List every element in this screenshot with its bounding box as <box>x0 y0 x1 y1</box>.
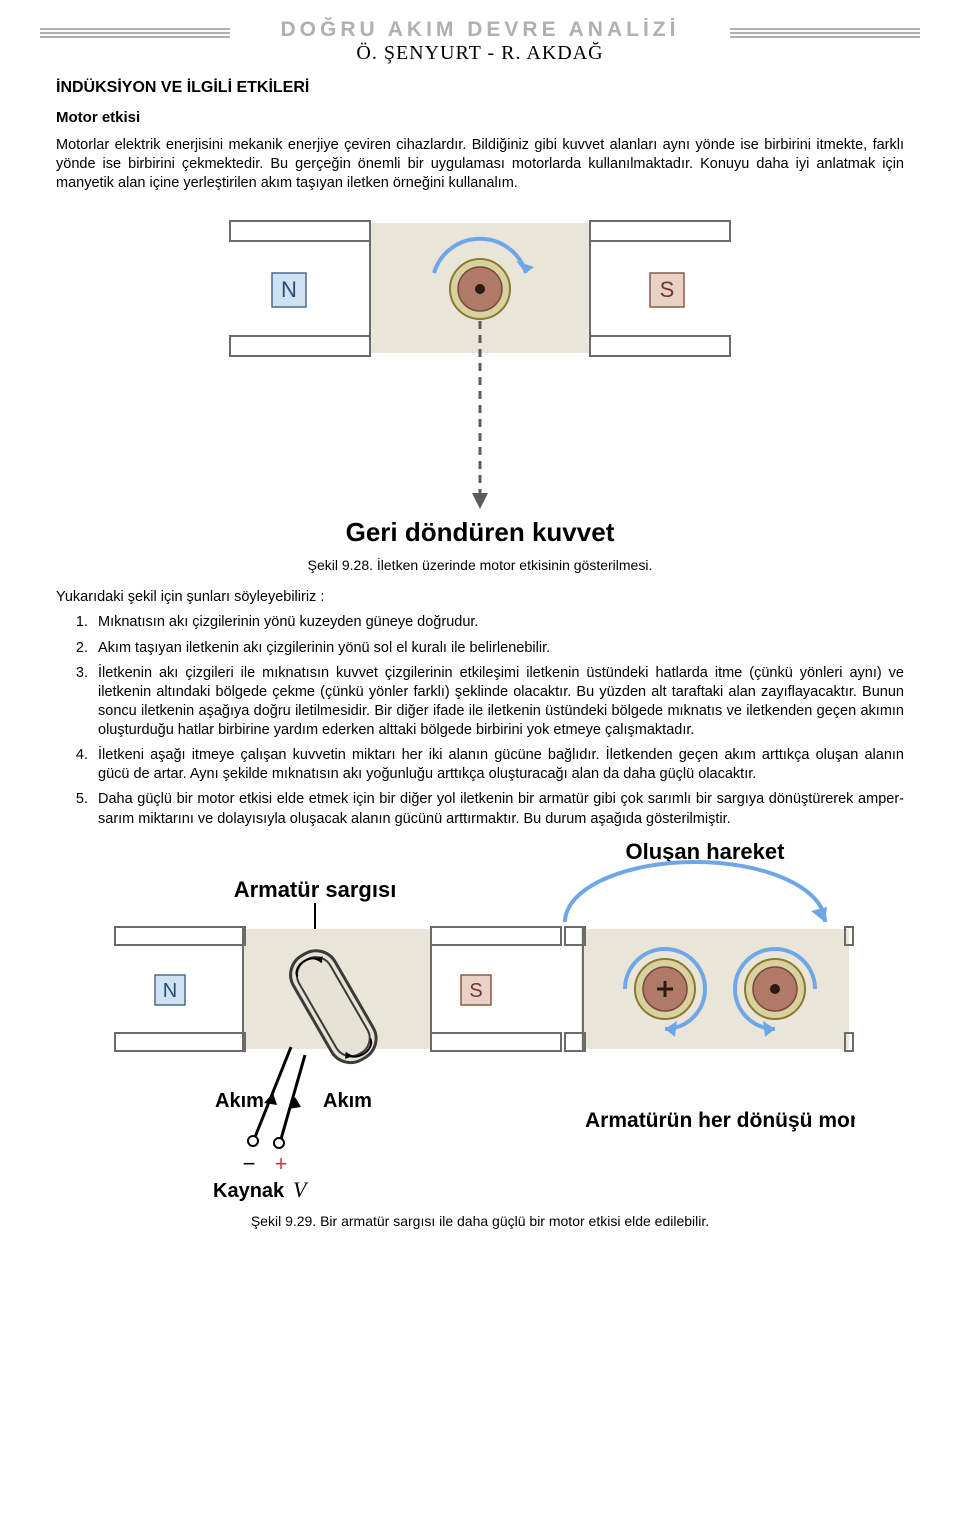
figure-2-caption: Şekil 9.29. Bir armatür sargısı ile daha… <box>56 1213 904 1229</box>
intro-paragraph: Motorlar elektrik enerjisini mekanik ene… <box>56 136 904 193</box>
figure-2-caption-prefix: Şekil 9.29. <box>251 1213 320 1229</box>
list-item: Mıknatısın akı çizgilerinin yönü kuzeyde… <box>92 613 904 632</box>
voltage-symbol: V <box>293 1177 309 1202</box>
figure-2: Oluşan hareket Armatür sargısı N <box>56 837 904 1207</box>
moment-text: Armatürün her dönüşü momenti artırır. <box>585 1109 855 1132</box>
s-pole-label-2: S <box>469 980 482 1002</box>
section-title: İNDÜKSİYON VE İLGİLİ ETKİLERİ <box>56 79 904 97</box>
plus-icon: + <box>275 1151 288 1176</box>
source-label: Kaynak <box>213 1180 285 1202</box>
figure-2-caption-text: Bir armatür sargısı ile daha güçlü bir m… <box>320 1213 709 1229</box>
conductor-icon <box>450 259 510 319</box>
numbered-list: Mıknatısın akı çizgilerinin yönü kuzeyde… <box>56 613 904 828</box>
header-authors: Ö. ŞENYURT - R. AKDAĞ <box>56 42 904 65</box>
list-item: İletkeni aşağı itmeye çalışan kuvvetin m… <box>92 746 904 784</box>
force-label: Geri döndüren kuvvet <box>346 517 615 547</box>
n-pole-label: N <box>281 277 297 302</box>
figure-1: N S <box>56 201 904 551</box>
figure-1-caption-prefix: Şekil 9.28. <box>308 557 377 573</box>
figure-1-caption-text: İletken üzerinde motor etkisinin gösteri… <box>377 557 652 573</box>
figure-2-svg: Oluşan hareket Armatür sargısı N <box>105 837 855 1207</box>
list-item: İletkenin akı çizgileri ile mıknatısın k… <box>92 664 904 741</box>
motion-arc-icon <box>565 862 827 922</box>
s-pole-label: S <box>660 277 675 302</box>
armature-label: Armatür sargısı <box>234 877 397 902</box>
current-label-left: Akım <box>215 1090 264 1112</box>
list-item: Daha güçlü bir motor etkisi elde etmek i… <box>92 790 904 828</box>
subsection-title: Motor etkisi <box>56 109 904 126</box>
figure-1-caption: Şekil 9.28. İletken üzerinde motor etkis… <box>56 557 904 573</box>
n-pole-label-2: N <box>163 980 177 1002</box>
page: DOĞRU AKIM DEVRE ANALİZİ Ö. ŞENYURT - R.… <box>0 0 960 1518</box>
list-lead: Yukarıdaki şekil için şunları söyleyebil… <box>56 589 904 605</box>
figure-1-svg: N S <box>220 201 740 551</box>
current-label-right: Akım <box>323 1090 372 1112</box>
minus-icon: − <box>243 1151 256 1176</box>
list-item: Akım taşıyan iletkenin akı çizgilerinin … <box>92 639 904 658</box>
page-header: DOĞRU AKIM DEVRE ANALİZİ Ö. ŞENYURT - R.… <box>56 18 904 65</box>
header-rule-right <box>730 28 920 40</box>
header-rule-left <box>40 28 230 40</box>
